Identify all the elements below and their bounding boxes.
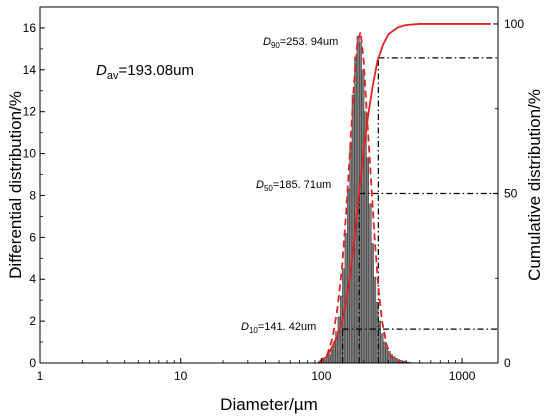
y-left-tick-label: 10 [23,147,37,161]
y-right-tick-label: 50 [504,186,518,200]
y-left-tick-label: 8 [29,188,36,202]
y-left-tick-label: 6 [29,230,36,244]
differential-bar [380,333,384,364]
plot-frame [39,6,499,364]
x-tick-label: 1000 [449,369,476,383]
differential-bar [373,276,377,364]
x-tick-label: 10 [174,369,188,383]
differential-bar [328,354,332,364]
differential-bar [337,316,341,364]
differential-bar [349,142,353,364]
differential-bar [325,357,329,364]
differential-bar [330,349,334,364]
y-right-tick-label: 100 [504,17,524,31]
differential-bar [385,347,389,364]
differential-bar [366,157,369,364]
y-left-tick-label: 4 [29,272,36,286]
y-left-tick-label: 2 [29,314,36,328]
differential-bars [321,36,413,364]
annotation-d10: D10=141. 42um [241,321,316,335]
annotation-d50: D50=185. 71um [256,179,331,193]
y-left-tick-label: 12 [23,105,37,119]
differential-bar [370,243,374,364]
y-left-tick-label: 16 [23,21,37,35]
differential-fit-line [317,31,404,364]
differential-bar [378,320,381,364]
annotation-d90: D90=253. 94um [263,36,338,50]
y-left-tick-label: 0 [29,356,36,370]
differential-bar [361,69,365,364]
x-axis-label: Diameter/µm [220,395,318,414]
y-right-tick-label: 0 [504,356,511,370]
differential-bar [368,203,372,364]
y-axis-left-label: Differential distribution/% [6,91,25,279]
x-tick-label: 1 [37,369,44,383]
differential-bar [351,94,355,364]
axis-ticks: 1 10 100 1000 0 2 4 6 8 10 12 14 16 0 50 100 [23,17,525,383]
y-axis-right-label: Cumulative distribution/% [525,89,544,281]
percentile-markers [341,57,498,363]
cumulative-line [317,23,491,364]
annotation-dav: Dav=193.08um [96,62,194,82]
differential-bar [359,42,362,364]
y-left-tick-label: 14 [23,63,37,77]
series-lines [317,23,491,364]
x-tick-label: 100 [311,369,331,383]
differential-bar [382,341,386,364]
